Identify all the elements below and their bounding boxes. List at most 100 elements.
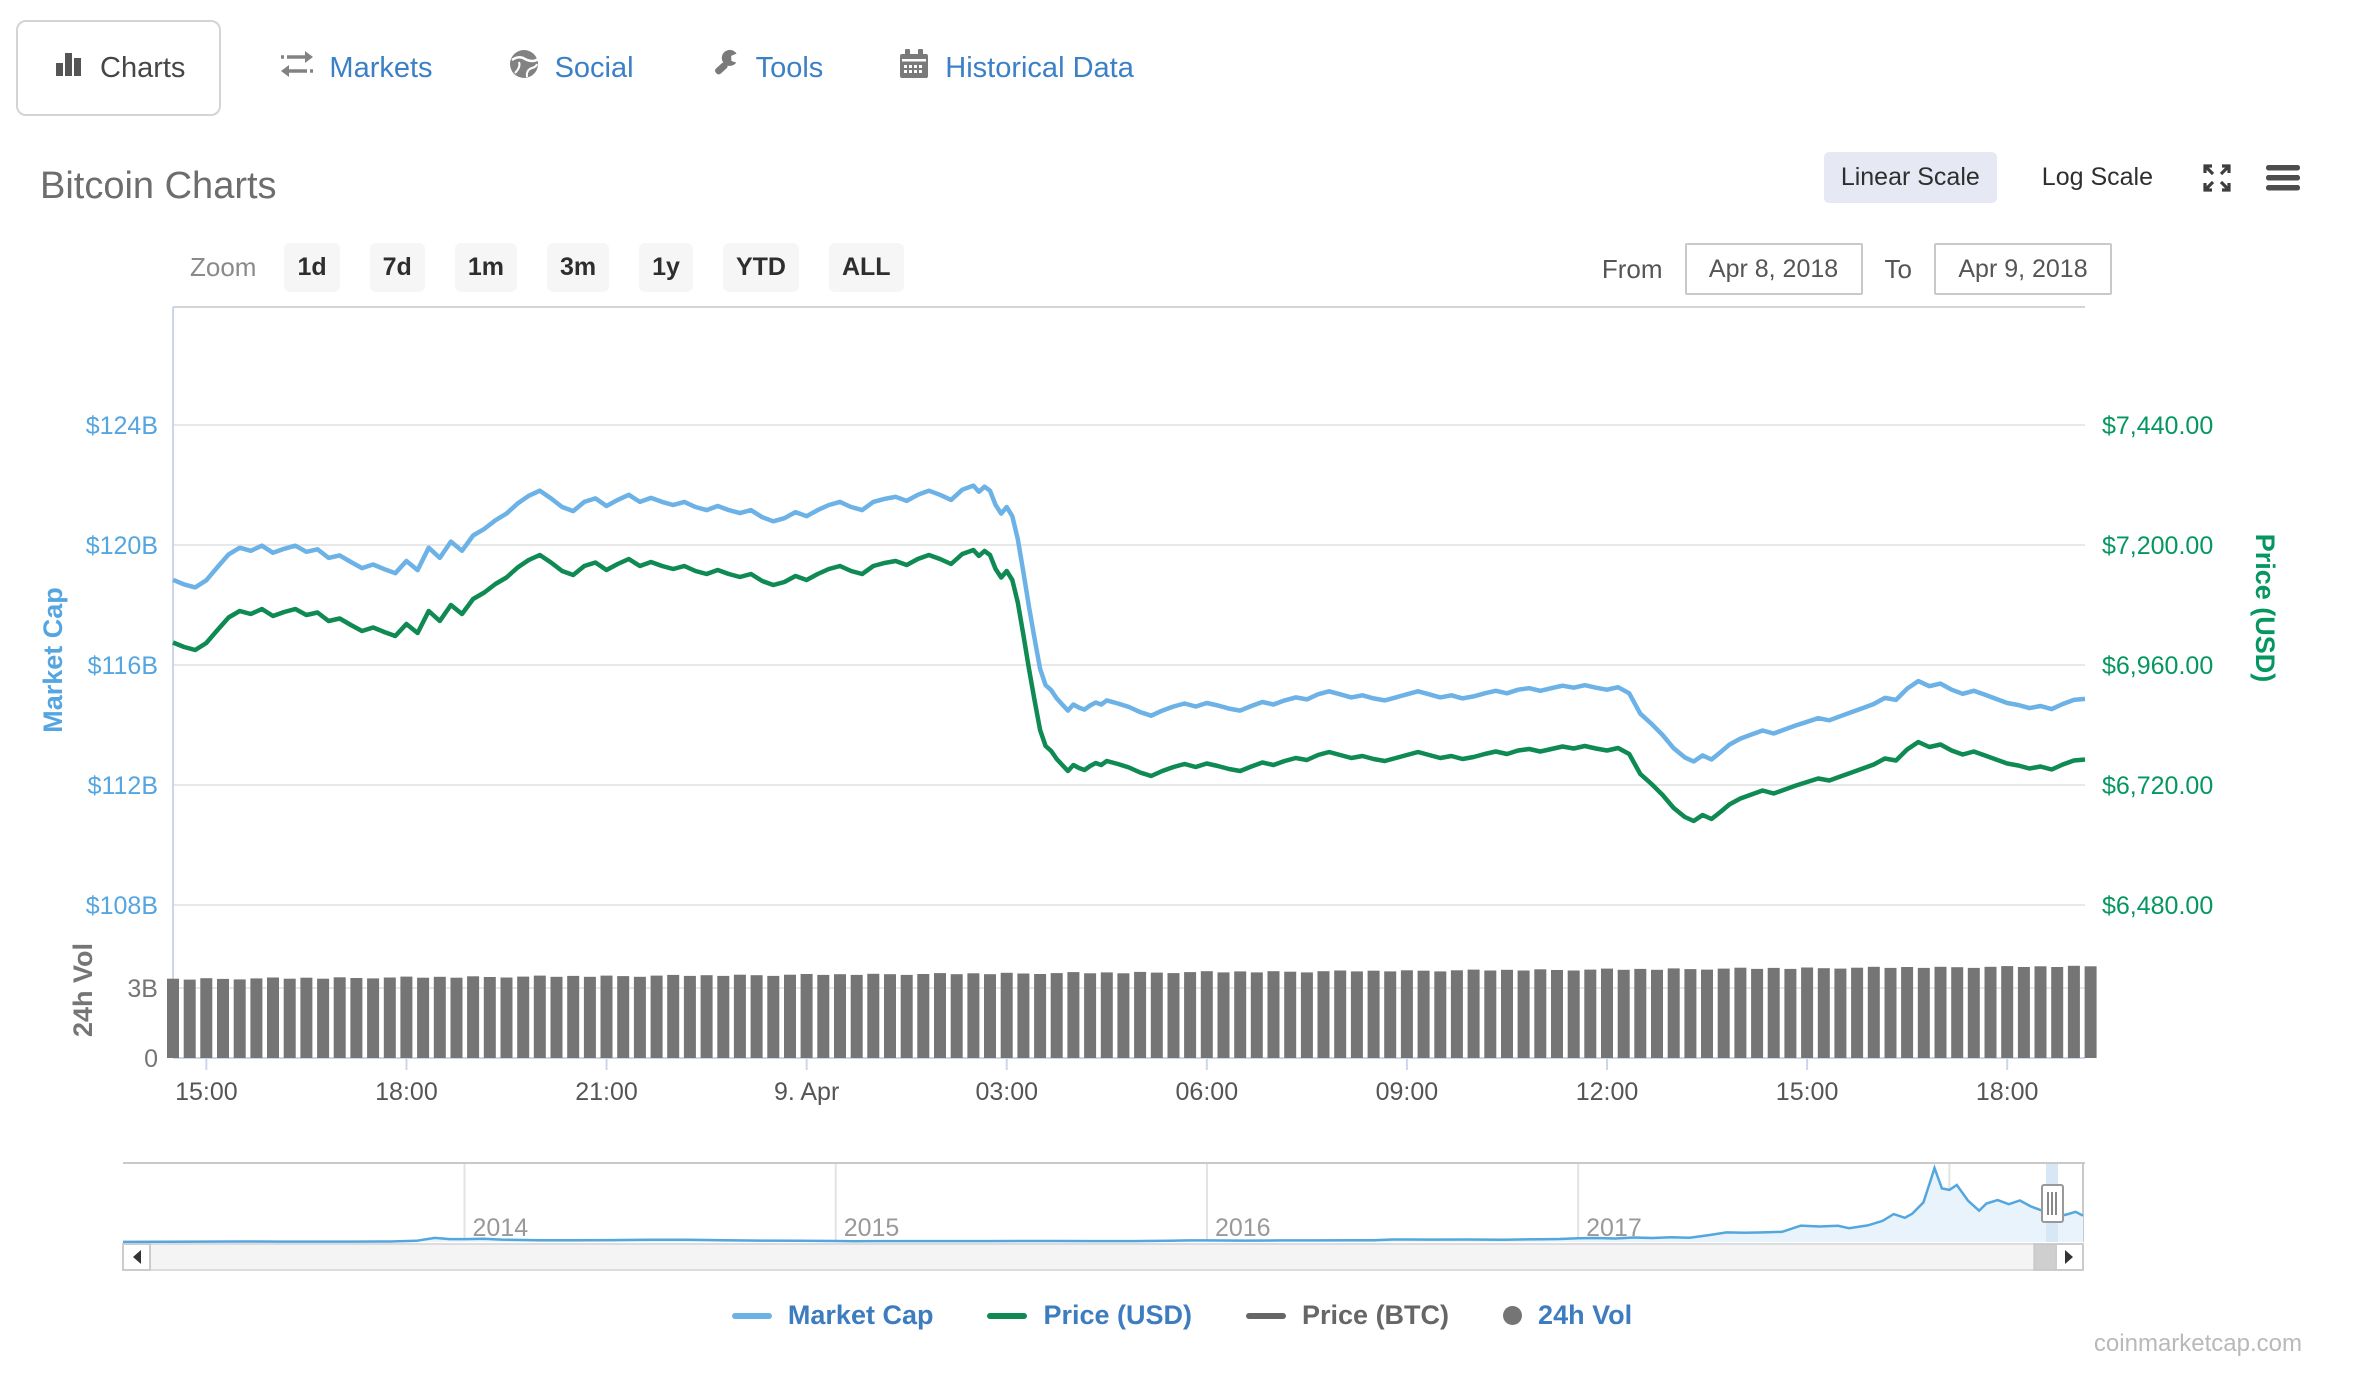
scrollbar-right-button[interactable] [2055, 1243, 2084, 1271]
from-date-input[interactable] [1684, 243, 1863, 295]
volume-bar [1334, 970, 1347, 1058]
page-title: Bitcoin Charts [40, 165, 277, 208]
bar-chart-icon [52, 47, 86, 89]
legend-label: Price (BTC) [1302, 1300, 1450, 1330]
tab-tools[interactable]: Tools [700, 20, 832, 116]
volume-bar [2067, 965, 2080, 1058]
volume-bar [1951, 967, 1964, 1058]
legend-item-price-usd[interactable]: Price (USD) [987, 1300, 1192, 1331]
chart-legend: Market Cap Price (USD) Price (BTC) 24h V… [0, 1300, 2364, 1331]
volume-bar [917, 974, 930, 1058]
volume-bar [1634, 968, 1647, 1058]
navigator-year-label: 2016 [1215, 1214, 1271, 1242]
volume-bar [1651, 969, 1663, 1058]
volume-bar [183, 979, 196, 1058]
volume-bar [483, 977, 496, 1058]
zoom-1d-button[interactable]: 1d [284, 243, 340, 292]
volume-bar [1834, 968, 1847, 1058]
volume-bar [1817, 968, 1830, 1058]
scrollbar-left-button[interactable] [122, 1243, 151, 1271]
volume-bar [834, 974, 846, 1058]
volume-bar [1701, 969, 1713, 1058]
linear-scale-button[interactable]: Linear Scale [1823, 152, 1997, 203]
price-axis-title: Price (USD) [2250, 534, 2280, 683]
legend-item-24h-vol[interactable]: 24h Vol [1503, 1300, 1632, 1331]
tab-charts[interactable]: Charts [16, 20, 222, 116]
to-date-input[interactable] [1934, 243, 2112, 295]
legend-label: 24h Vol [1538, 1300, 1633, 1330]
log-scale-button[interactable]: Log Scale [2041, 163, 2153, 191]
volume-bar [950, 974, 963, 1058]
volume-bar [583, 976, 596, 1058]
market-cap-tick-label: $112B [88, 772, 158, 800]
volume-bar [1200, 971, 1213, 1058]
zoom-3m-button[interactable]: 3m [546, 243, 610, 292]
zoom-all-button[interactable]: ALL [828, 243, 904, 292]
volume-bar [233, 979, 246, 1058]
x-tick-label: 15:00 [175, 1078, 238, 1106]
volume-bar [1751, 968, 1764, 1058]
zoom-ytd-button[interactable]: YTD [722, 243, 799, 292]
volume-bar [317, 978, 330, 1058]
volume-bar [1234, 971, 1247, 1058]
volume-bar [500, 977, 513, 1058]
zoom-1y-button[interactable]: 1y [639, 243, 693, 292]
tab-historical-data[interactable]: Historical Data [889, 20, 1142, 116]
legend-item-market-cap[interactable]: Market Cap [731, 1300, 933, 1331]
fullscreen-icon[interactable] [2198, 159, 2236, 197]
volume-bar [1567, 970, 1580, 1058]
volume-bar [1784, 968, 1797, 1058]
volume-bar [1317, 971, 1330, 1058]
volume-bar [934, 973, 946, 1058]
volume-bar [1167, 973, 1180, 1058]
volume-bar [650, 975, 663, 1058]
volume-bar [1684, 969, 1697, 1058]
volume-bar [1034, 974, 1047, 1058]
volume-bar [417, 977, 430, 1058]
x-tick-label: 21:00 [575, 1078, 638, 1106]
volume-bar [300, 977, 313, 1058]
price-tick-label: $6,960.00 [2102, 652, 2213, 680]
wrench-icon [708, 47, 742, 89]
volume-bar [667, 974, 680, 1058]
volume-bar [1384, 971, 1397, 1058]
navigator-area [123, 1168, 2083, 1242]
zoom-1m-button[interactable]: 1m [454, 243, 517, 292]
scrollbar-track[interactable] [122, 1243, 2083, 1271]
navigator-chart[interactable]: 20142015201620172018 [122, 1164, 2084, 1244]
price-tick-label: $6,720.00 [2102, 772, 2213, 800]
from-label: From [1601, 253, 1663, 284]
calendar-icon [897, 47, 931, 89]
x-tick-label: 9. Apr [774, 1078, 839, 1106]
navigator-year-label: 2015 [844, 1214, 900, 1242]
volume-bars [167, 965, 2097, 1058]
volume-bar [1434, 971, 1447, 1058]
volume-bar [884, 974, 896, 1058]
exchange-arrows-icon [279, 47, 315, 89]
volume-bar [467, 976, 480, 1058]
volume-bar [1967, 967, 1980, 1058]
price-usd-line [172, 547, 2086, 824]
volume-bar [1400, 970, 1413, 1058]
legend-item-price-btc[interactable]: Price (BTC) [1246, 1300, 1449, 1331]
volume-bar [1117, 973, 1130, 1058]
scrollbar-thumb[interactable] [2033, 1243, 2057, 1271]
navigator-handle[interactable] [2041, 1184, 2064, 1223]
tab-label: Tools [755, 51, 824, 84]
navigator-line [122, 1164, 2084, 1244]
volume-bar [717, 975, 730, 1058]
tab-social[interactable]: Social [499, 20, 642, 116]
tab-markets[interactable]: Markets [271, 20, 440, 116]
volume-bar [2084, 966, 2097, 1058]
menu-icon[interactable] [2264, 161, 2302, 195]
volume-bar [784, 974, 796, 1058]
price-tick-label: $7,440.00 [2102, 412, 2213, 440]
volume-bar [1801, 967, 1814, 1058]
volume-bar [683, 975, 696, 1058]
volume-bar [1767, 967, 1780, 1058]
volume-bar [1150, 972, 1163, 1058]
volume-bar [867, 973, 880, 1058]
zoom-7d-button[interactable]: 7d [369, 243, 425, 292]
volume-bar [1134, 971, 1147, 1058]
volume-bar [1501, 969, 1513, 1058]
